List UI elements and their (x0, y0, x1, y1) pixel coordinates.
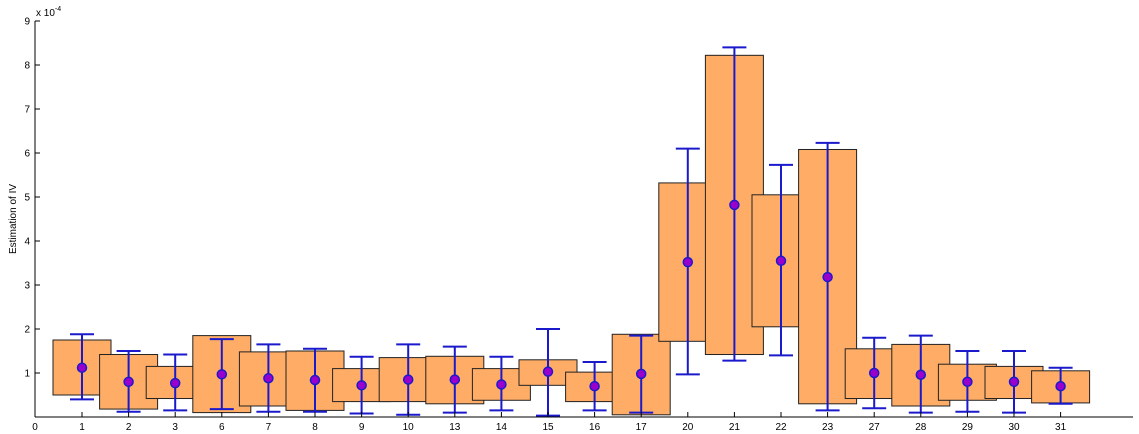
mean-marker-6 (216, 369, 228, 380)
x-tick-label-9: 9 (359, 422, 365, 433)
y-axis-multiplier-exponent: -4 (55, 6, 61, 13)
x-tick-label-14: 14 (496, 422, 508, 433)
mean-marker-28 (915, 369, 927, 381)
mean-marker-16 (589, 380, 600, 392)
x-tick-label-16: 16 (589, 422, 601, 433)
x-tick-label-27: 27 (869, 422, 881, 433)
x-tick-label-20: 20 (682, 422, 694, 433)
mean-marker-31 (1055, 380, 1066, 392)
mean-marker-13 (449, 374, 461, 385)
x-tick-label-28: 28 (915, 422, 927, 433)
plot-area (52, 46, 1091, 417)
x-tick-label-21: 21 (729, 422, 741, 433)
mean-marker-23 (822, 271, 833, 283)
mean-marker-9 (356, 380, 367, 391)
mean-marker-2 (123, 376, 134, 388)
x-tick-label-31: 31 (1055, 422, 1067, 433)
mean-marker-17 (635, 368, 647, 380)
x-tick-label-10: 10 (403, 422, 415, 433)
mean-marker-27 (868, 367, 880, 379)
x-tick-label-17: 17 (636, 422, 648, 433)
x-tick-label-2: 2 (126, 422, 132, 433)
mean-marker-30 (1008, 376, 1020, 388)
y-tick-label-9: 9 (24, 17, 30, 28)
y-tick-label-4: 4 (24, 237, 30, 248)
y-axis-label: Estimation of IV (8, 184, 19, 254)
y-tick-label-7: 7 (24, 105, 30, 116)
mean-marker-10 (402, 374, 414, 385)
y-axis-multiplier-base: x 10 (36, 8, 55, 19)
x-tick-label-8: 8 (312, 422, 318, 433)
mean-marker-7 (263, 373, 274, 384)
mean-marker-15 (542, 366, 554, 377)
y-tick-label-8: 8 (24, 61, 30, 72)
x-tick-label-1: 1 (79, 422, 85, 433)
y-tick-label-5: 5 (24, 193, 30, 204)
x-tick-label-3: 3 (172, 422, 178, 433)
mean-marker-14 (496, 379, 507, 390)
x-tick-label-13: 13 (449, 422, 461, 433)
x-tick-label-30: 30 (1008, 422, 1020, 433)
x-tick-label-origin: 0 (32, 422, 38, 433)
mean-marker-8 (309, 374, 321, 386)
x-tick-label-29: 29 (962, 422, 974, 433)
y-tick-label-6: 6 (24, 149, 30, 160)
x-tick-label-22: 22 (775, 422, 787, 433)
y-tick-label-3: 3 (24, 281, 30, 292)
mean-marker-29 (962, 376, 973, 388)
y-tick-label-2: 2 (24, 325, 30, 336)
x-tick-label-23: 23 (822, 422, 834, 433)
mean-marker-3 (169, 377, 181, 389)
x-tick-label-15: 15 (542, 422, 554, 433)
mean-marker-20 (682, 256, 694, 268)
y-axis-multiplier: x 10-4 (36, 6, 61, 19)
y-tick-label-1: 1 (24, 369, 30, 380)
mean-marker-1 (76, 362, 88, 373)
x-tick-label-6: 6 (219, 422, 225, 433)
x-tick-label-7: 7 (266, 422, 272, 433)
mean-marker-21 (729, 199, 740, 211)
mean-marker-22 (775, 255, 787, 267)
